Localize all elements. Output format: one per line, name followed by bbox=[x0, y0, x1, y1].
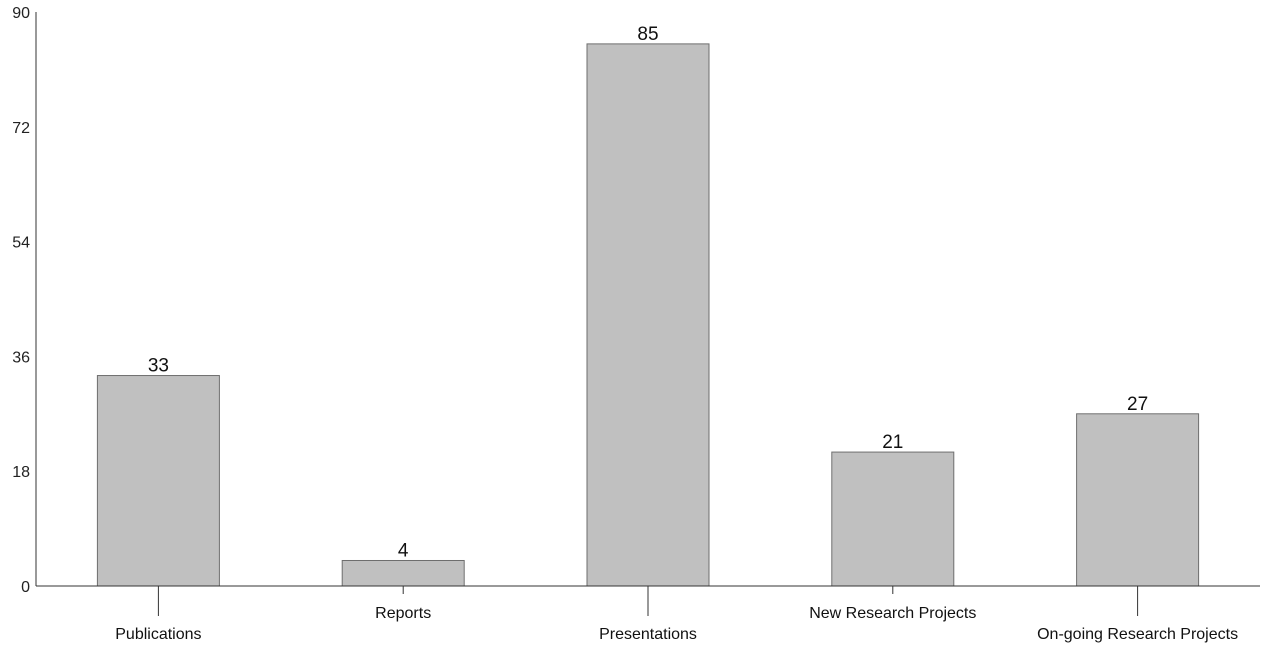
x-axis: Publications Reports Presentations New Rese… bbox=[36, 585, 1260, 643]
bar-reports bbox=[341, 559, 465, 587]
data-label: 27 bbox=[1127, 394, 1148, 415]
y-tick-label: 72 bbox=[12, 120, 30, 137]
data-label: 4 bbox=[398, 540, 409, 561]
x-tick-label: Reports bbox=[375, 605, 431, 622]
data-label: 21 bbox=[882, 432, 903, 453]
x-tick-label: New Research Projects bbox=[809, 605, 976, 622]
x-tick-label: Presentations bbox=[599, 626, 697, 643]
bar-new-research-projects bbox=[831, 451, 955, 587]
bars bbox=[96, 43, 1200, 587]
x-tick-label: Publications bbox=[115, 626, 201, 643]
y-axis: 0 18 36 54 72 90 bbox=[12, 5, 37, 596]
data-labels: 33 4 85 21 27 bbox=[148, 24, 1148, 562]
bar-publications bbox=[96, 375, 220, 587]
x-tick-label: On-going Research Projects bbox=[1037, 626, 1238, 643]
bar-presentations bbox=[586, 43, 710, 587]
y-tick-label: 0 bbox=[21, 579, 30, 596]
y-tick-label: 90 bbox=[12, 5, 30, 22]
y-tick-label: 54 bbox=[12, 235, 30, 252]
y-tick-label: 36 bbox=[12, 349, 30, 366]
bar-on-going-research-projects bbox=[1076, 413, 1200, 587]
data-label: 33 bbox=[148, 356, 169, 377]
data-label: 85 bbox=[637, 24, 658, 45]
y-tick-label: 18 bbox=[12, 464, 30, 481]
